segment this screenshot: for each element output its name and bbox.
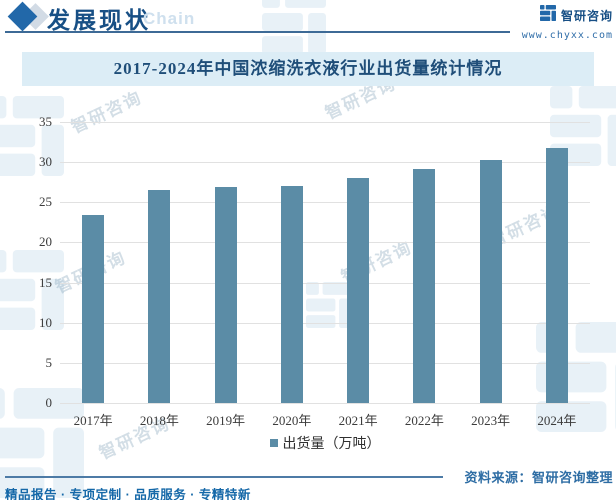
- brand-name: 智研咨询: [560, 9, 613, 23]
- x-tick-label-2022年: 2022年: [404, 413, 444, 428]
- legend-label: 出货量（万吨）: [282, 437, 381, 452]
- x-tick-label-2018年: 2018年: [139, 413, 179, 428]
- footer-divider: [5, 476, 443, 478]
- x-tick-label-2020年: 2020年: [272, 413, 312, 428]
- footer-source: 资料来源：智研咨询整理: [464, 470, 613, 485]
- legend: 出货量（万吨）: [60, 434, 590, 452]
- bar-2022年: [413, 168, 436, 403]
- y-tick-label-0: 0: [45, 395, 53, 410]
- bar-2020年: [280, 186, 303, 403]
- brand-logo-icon: [539, 5, 556, 26]
- y-tick-label-30: 30: [39, 154, 52, 170]
- bar-2021年: [347, 178, 370, 403]
- gridline-15: [60, 282, 590, 284]
- gridline-5: [60, 362, 590, 364]
- x-tick-label-2017年: 2017年: [73, 413, 113, 428]
- bar-2018年: [148, 190, 171, 403]
- header-divider: [5, 31, 510, 33]
- y-tick-label-15: 15: [39, 274, 52, 290]
- gridline-35: [60, 122, 590, 123]
- brand-block: 智研咨询 www.chyxx.com: [522, 5, 613, 41]
- gridline-30: [60, 162, 590, 164]
- footer: 精品报告 · 专项定制 · 品质服务 · 专精特新 资料来源：智研咨询整理: [0, 455, 616, 500]
- gridline-20: [60, 242, 590, 244]
- gridline-10: [60, 322, 590, 324]
- legend-swatch: [269, 439, 278, 447]
- bar-2019年: [214, 187, 237, 403]
- x-tick-label-2021年: 2021年: [338, 413, 378, 428]
- bar-2017年: [82, 215, 105, 403]
- x-tick-label-2024年: 2024年: [537, 413, 577, 428]
- y-tick-label-5: 5: [45, 354, 53, 370]
- bar-2023年: [479, 159, 502, 403]
- y-tick-label-10: 10: [39, 314, 52, 330]
- bar-2024年: [545, 147, 568, 403]
- y-tick-label-35: 35: [39, 114, 52, 129]
- gridline-0: [60, 403, 590, 404]
- chart-title: 2017-2024年中国浓缩洗衣液行业出货量统计情况: [22, 52, 594, 86]
- brand-url: www.chyxx.com: [521, 30, 613, 41]
- header: 发展现状 Chain 智研咨询 www.chyxx.com: [0, 0, 616, 41]
- section-title: 发展现状: [47, 8, 151, 33]
- section-subtitle: Chain: [143, 9, 196, 28]
- gridline-25: [60, 202, 590, 204]
- x-tick-label-2023年: 2023年: [471, 413, 511, 428]
- footer-tagline: 精品报告 · 专项定制 · 品质服务 · 专精特新: [5, 488, 251, 500]
- y-tick-label-25: 25: [39, 194, 52, 210]
- y-tick-label-20: 20: [39, 234, 52, 250]
- x-tick-label-2019年: 2019年: [206, 413, 246, 428]
